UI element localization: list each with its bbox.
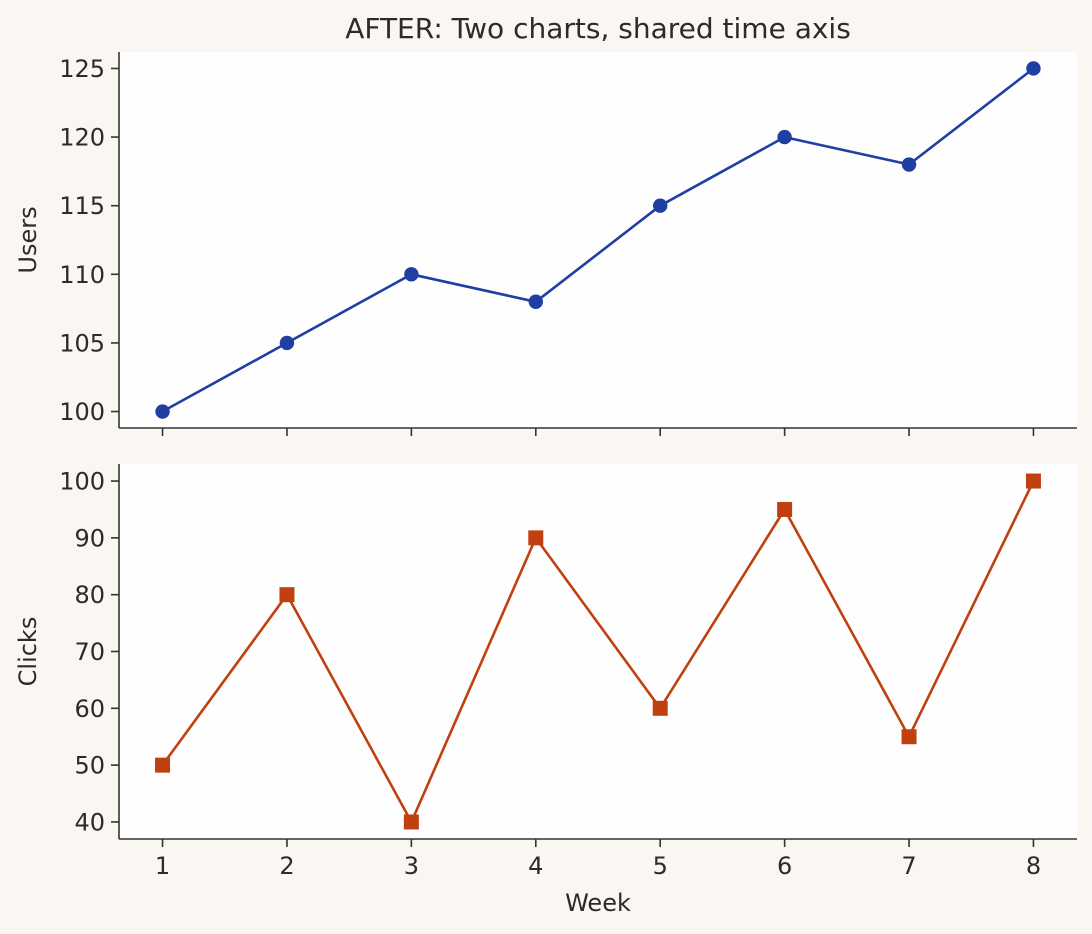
x-tick-label: 1 <box>155 852 170 880</box>
y-axis-label: Clicks <box>14 617 42 687</box>
data-point-square <box>652 700 668 716</box>
data-point-circle <box>528 294 543 309</box>
y-tick-label: 100 <box>59 398 105 426</box>
x-tick-label: 4 <box>528 852 543 880</box>
data-point-circle <box>155 404 170 419</box>
x-axis-label: Week <box>565 889 631 917</box>
y-tick-label: 40 <box>74 808 105 836</box>
x-tick-label: 6 <box>777 852 792 880</box>
data-point-square <box>901 729 917 745</box>
x-tick-label: 5 <box>653 852 668 880</box>
y-tick-label: 60 <box>74 695 105 723</box>
y-tick-label: 115 <box>59 192 105 220</box>
x-tick-label: 7 <box>901 852 916 880</box>
data-point-square <box>777 501 793 517</box>
y-tick-label: 90 <box>74 524 105 552</box>
y-tick-label: 50 <box>74 752 105 780</box>
data-point-square <box>1025 473 1041 489</box>
data-point-circle <box>653 198 668 213</box>
data-point-circle <box>901 157 917 172</box>
panel-users: 100 105 110 115 120 125 Users <box>14 52 1077 436</box>
data-point-circle <box>777 129 792 145</box>
x-tick-label: 8 <box>1026 852 1041 880</box>
y-tick-label: 120 <box>59 124 105 152</box>
series-line <box>161 67 1035 413</box>
panel-clicks: 40 50 60 70 80 90 100 1 2 3 4 5 6 7 8 Clicks Week <box>14 464 1077 917</box>
y-tick-label: 105 <box>59 329 105 357</box>
data-point-square <box>528 530 544 546</box>
y-tick-label: 80 <box>74 581 105 609</box>
chart-title: AFTER: Two charts, shared time axis <box>345 12 851 45</box>
x-tick-label: 2 <box>279 852 294 880</box>
y-axis-label: Users <box>14 206 42 273</box>
plot-area <box>119 52 1077 428</box>
series-line <box>161 480 1035 824</box>
y-tick-label: 110 <box>59 261 105 289</box>
data-point-circle <box>404 267 419 282</box>
y-tick-label: 125 <box>59 55 105 83</box>
data-point-circle <box>279 335 295 351</box>
data-point-square <box>155 757 171 773</box>
plot-area <box>119 464 1077 839</box>
y-tick-label: 100 <box>59 468 105 496</box>
y-tick-label: 70 <box>74 638 105 666</box>
data-point-square <box>279 587 295 603</box>
data-point-square <box>403 814 419 830</box>
data-point-circle <box>1026 61 1041 76</box>
x-tick-label: 3 <box>404 852 419 880</box>
